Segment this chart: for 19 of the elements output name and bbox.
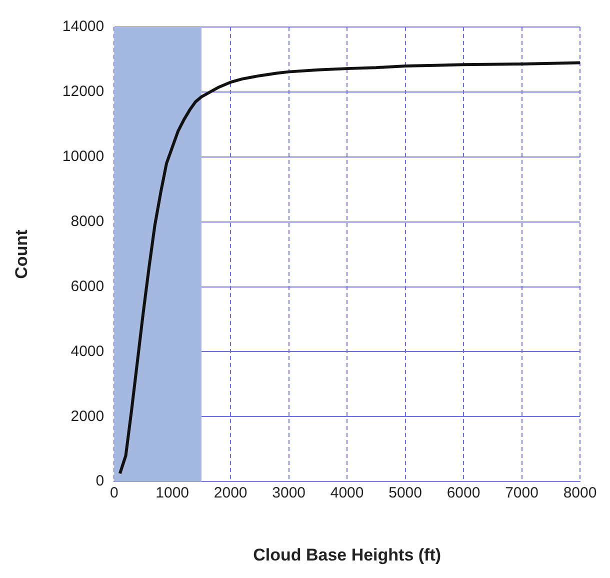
y-tick-label: 10000: [62, 148, 104, 166]
y-tick-label: 2000: [70, 408, 104, 425]
x-tick-label: 3000: [272, 484, 306, 502]
x-tick-label: 8000: [563, 484, 597, 502]
x-tick-label: 2000: [214, 484, 248, 502]
x-tick-label: 6000: [446, 484, 480, 502]
y-tick-label: 0: [96, 472, 104, 490]
x-tick-label: 5000: [388, 484, 422, 502]
y-tick-label: 8000: [70, 212, 104, 230]
x-tick-label: 4000: [330, 484, 364, 502]
y-tick-label: 4000: [70, 342, 104, 360]
x-tick-label: 7000: [505, 484, 538, 502]
x-tick-label: 0: [110, 484, 118, 502]
y-axis-title: Count: [12, 229, 31, 279]
y-tick-label: 14000: [62, 18, 104, 36]
x-tick-label: 1000: [156, 484, 190, 502]
x-axis-title: Cloud Base Heights (ft): [253, 545, 442, 564]
y-tick-label: 12000: [62, 83, 104, 100]
y-tick-label: 6000: [70, 278, 104, 295]
